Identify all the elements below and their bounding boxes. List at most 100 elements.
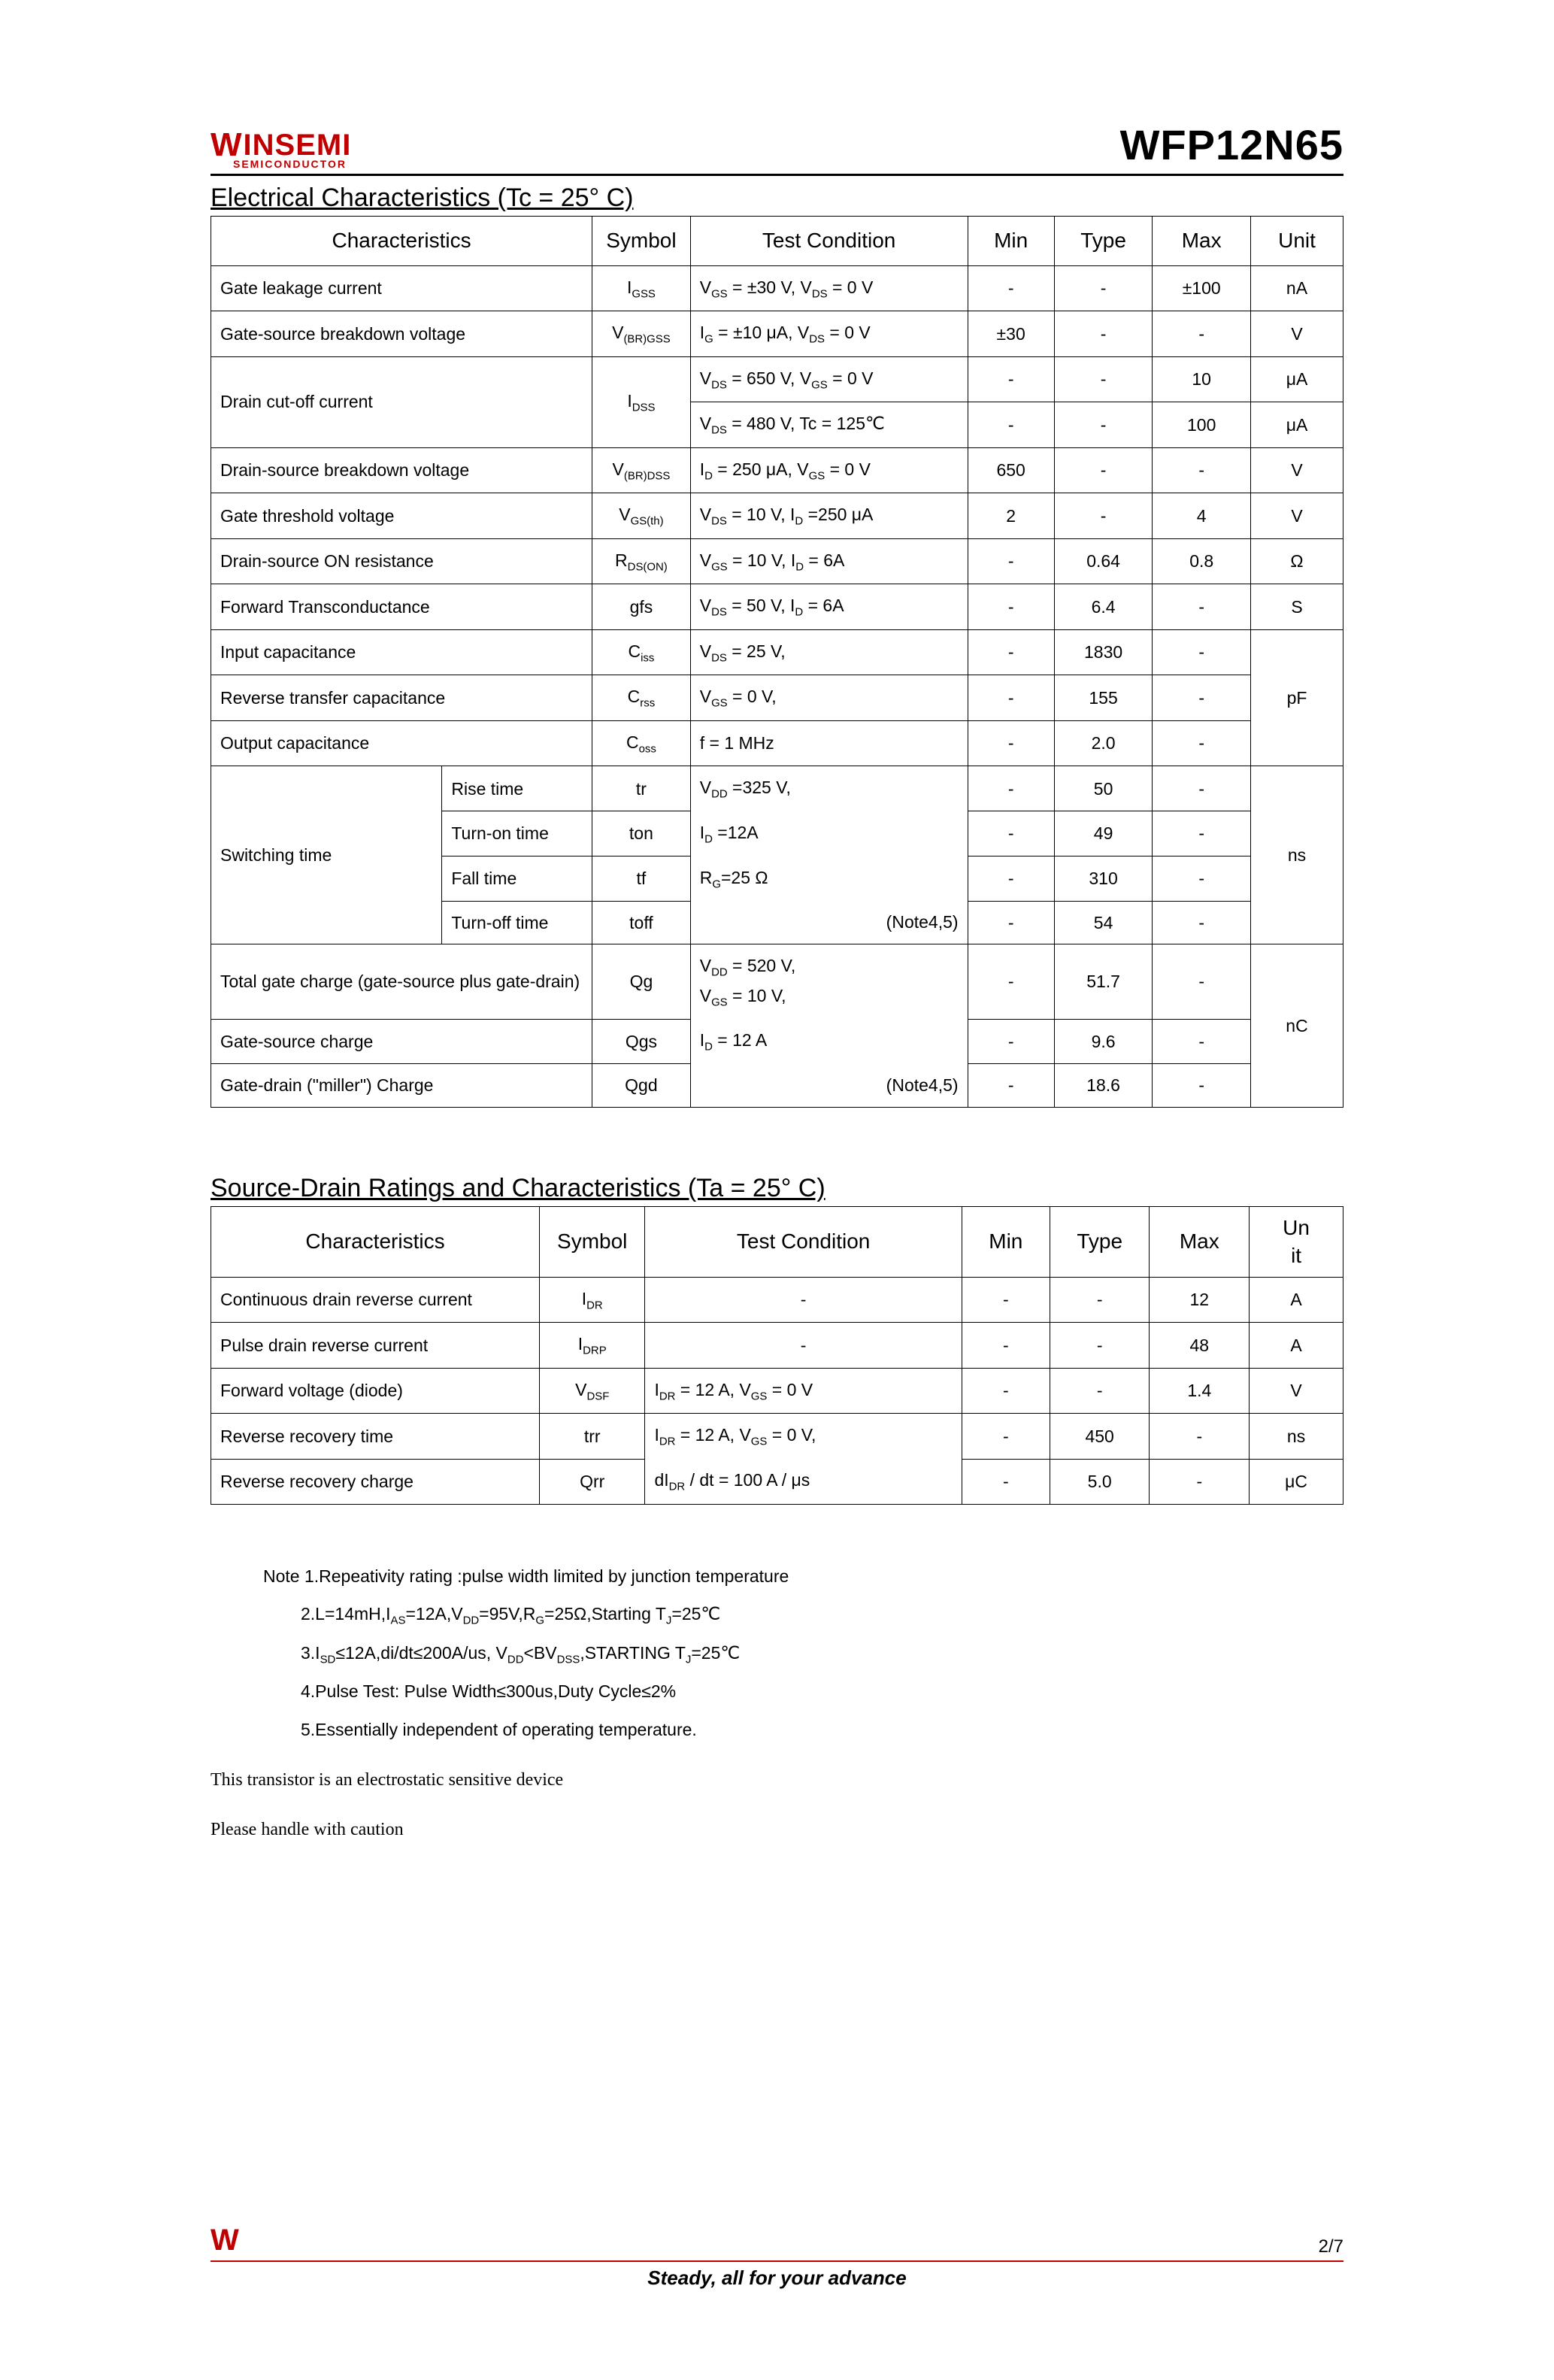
col-min: Min <box>962 1207 1050 1278</box>
cell-max: - <box>1153 311 1251 357</box>
cell-cond: ID = 12 A <box>690 1019 968 1064</box>
cell-min: - <box>968 402 1054 448</box>
cell-char: Pulse drain reverse current <box>211 1323 540 1369</box>
col-max: Max <box>1153 217 1251 266</box>
cell-cond: RG=25 Ω <box>690 856 968 902</box>
cell-max: - <box>1150 1459 1250 1504</box>
cell-typ: 155 <box>1054 675 1153 721</box>
cell-char: Gate leakage current <box>211 265 592 311</box>
cell-min: - <box>962 1323 1050 1369</box>
cell-sym: Qg <box>592 944 691 1020</box>
col-characteristics: Characteristics <box>211 217 592 266</box>
cell-cond: dIDR / dt = 100 A / μs <box>645 1459 962 1504</box>
note-4: 4.Pulse Test: Pulse Width≤300us,Duty Cyc… <box>211 1672 1343 1711</box>
cell-max: - <box>1150 1414 1250 1459</box>
cell-cond: VGS = ±30 V, VDS = 0 V <box>690 265 968 311</box>
cell-sym: RDS(ON) <box>592 538 691 584</box>
table-header-row: Characteristics Symbol Test Condition Mi… <box>211 217 1343 266</box>
section2-title: Source-Drain Ratings and Characteristics… <box>211 1174 1343 1203</box>
cell-max: 0.8 <box>1153 538 1251 584</box>
cell-max: ±100 <box>1153 265 1251 311</box>
cell-typ: 51.7 <box>1054 944 1153 1020</box>
cell-typ: - <box>1054 402 1153 448</box>
cell-min: - <box>968 720 1054 766</box>
cell-min: - <box>968 629 1054 675</box>
cell-char: Drain-source breakdown voltage <box>211 447 592 493</box>
cell-typ: - <box>1050 1323 1150 1369</box>
cell-unit: A <box>1250 1277 1343 1323</box>
col-type: Type <box>1050 1207 1150 1278</box>
cell-typ: 49 <box>1054 811 1153 856</box>
cell-char: Forward Transconductance <box>211 584 592 630</box>
cell-min: - <box>968 856 1054 902</box>
logo-prefix: W <box>211 129 243 162</box>
source-drain-table: Characteristics Symbol Test Condition Mi… <box>211 1206 1343 1504</box>
cell-min: - <box>968 675 1054 721</box>
cell-max: - <box>1153 629 1251 675</box>
cell-sym: tf <box>592 856 691 902</box>
note-3: 3.ISD≤12A,di/dt≤200A/us, VDD<BVDSS,START… <box>211 1634 1343 1672</box>
table-row: Input capacitance Ciss VDS = 25 V, - 183… <box>211 629 1343 675</box>
cell-min: - <box>968 766 1054 811</box>
cell-min: - <box>962 1459 1050 1504</box>
cell-max: - <box>1153 811 1251 856</box>
col-characteristics: Characteristics <box>211 1207 540 1278</box>
notes-block: Note 1.Repeativity rating :pulse width l… <box>211 1557 1343 1749</box>
cell-min: - <box>968 811 1054 856</box>
cell-cond: VDS = 50 V, ID = 6A <box>690 584 968 630</box>
cell-unit: V <box>1250 1368 1343 1414</box>
cell-typ: 2.0 <box>1054 720 1153 766</box>
cell-cond: (Note4,5) <box>690 901 968 944</box>
cell-char: Gate threshold voltage <box>211 493 592 539</box>
cell-min: - <box>962 1368 1050 1414</box>
cell-cond: (Note4,5) <box>690 1064 968 1108</box>
cell-unit: V <box>1251 447 1343 493</box>
cell-cond: VDS = 480 V, Tc = 125℃ <box>690 402 968 448</box>
cell-typ: 18.6 <box>1054 1064 1153 1108</box>
cell-sym: IDRP <box>539 1323 644 1369</box>
table-row: Forward voltage (diode) VDSF IDR = 12 A,… <box>211 1368 1343 1414</box>
cell-typ: - <box>1054 447 1153 493</box>
cell-max: - <box>1153 720 1251 766</box>
cell-cond: IG = ±10 μA, VDS = 0 V <box>690 311 968 357</box>
table-row: Reverse recovery time trr IDR = 12 A, VG… <box>211 1414 1343 1459</box>
col-unit: Unit <box>1250 1207 1343 1278</box>
cell-min: - <box>962 1277 1050 1323</box>
cell-cond: IDR = 12 A, VGS = 0 V <box>645 1368 962 1414</box>
page-footer: W 2/7 Steady, all for your advance <box>211 2224 1343 2290</box>
cell-char: Reverse recovery charge <box>211 1459 540 1504</box>
electrical-characteristics-table: Characteristics Symbol Test Condition Mi… <box>211 216 1343 1108</box>
cell-max: 4 <box>1153 493 1251 539</box>
cell-max: - <box>1153 675 1251 721</box>
cell-sym: Coss <box>592 720 691 766</box>
cell-unit: S <box>1251 584 1343 630</box>
table-row: Gate leakage current IGSS VGS = ±30 V, V… <box>211 265 1343 311</box>
cell-typ: 310 <box>1054 856 1153 902</box>
cell-sym: VDSF <box>539 1368 644 1414</box>
cell-typ: - <box>1054 356 1153 402</box>
col-unit: Unit <box>1251 217 1343 266</box>
cell-min: - <box>968 901 1054 944</box>
cell-min: - <box>968 265 1054 311</box>
cell-unit: V <box>1251 311 1343 357</box>
footer-logo-icon: W <box>211 2224 239 2257</box>
cell-max: 12 <box>1150 1277 1250 1323</box>
cell-typ: 1830 <box>1054 629 1153 675</box>
caution-1: This transistor is an electrostatic sens… <box>211 1762 1343 1798</box>
cell-sym: Qgs <box>592 1019 691 1064</box>
table-row: Pulse drain reverse current IDRP - - - 4… <box>211 1323 1343 1369</box>
cell-unit: pF <box>1251 629 1343 766</box>
cell-sub: Rise time <box>442 766 592 811</box>
cell-min: 650 <box>968 447 1054 493</box>
cell-char: Gate-drain ("miller") Charge <box>211 1064 592 1108</box>
cell-max: 1.4 <box>1150 1368 1250 1414</box>
col-condition: Test Condition <box>690 217 968 266</box>
cell-typ: 50 <box>1054 766 1153 811</box>
cell-max: - <box>1153 447 1251 493</box>
table-row: Reverse transfer capacitance Crss VGS = … <box>211 675 1343 721</box>
cell-sym: Qrr <box>539 1459 644 1504</box>
note-1: Note 1.Repeativity rating :pulse width l… <box>211 1557 1343 1596</box>
cell-char: Switching time <box>211 766 442 944</box>
cell-char: Output capacitance <box>211 720 592 766</box>
cell-cond: - <box>645 1323 962 1369</box>
